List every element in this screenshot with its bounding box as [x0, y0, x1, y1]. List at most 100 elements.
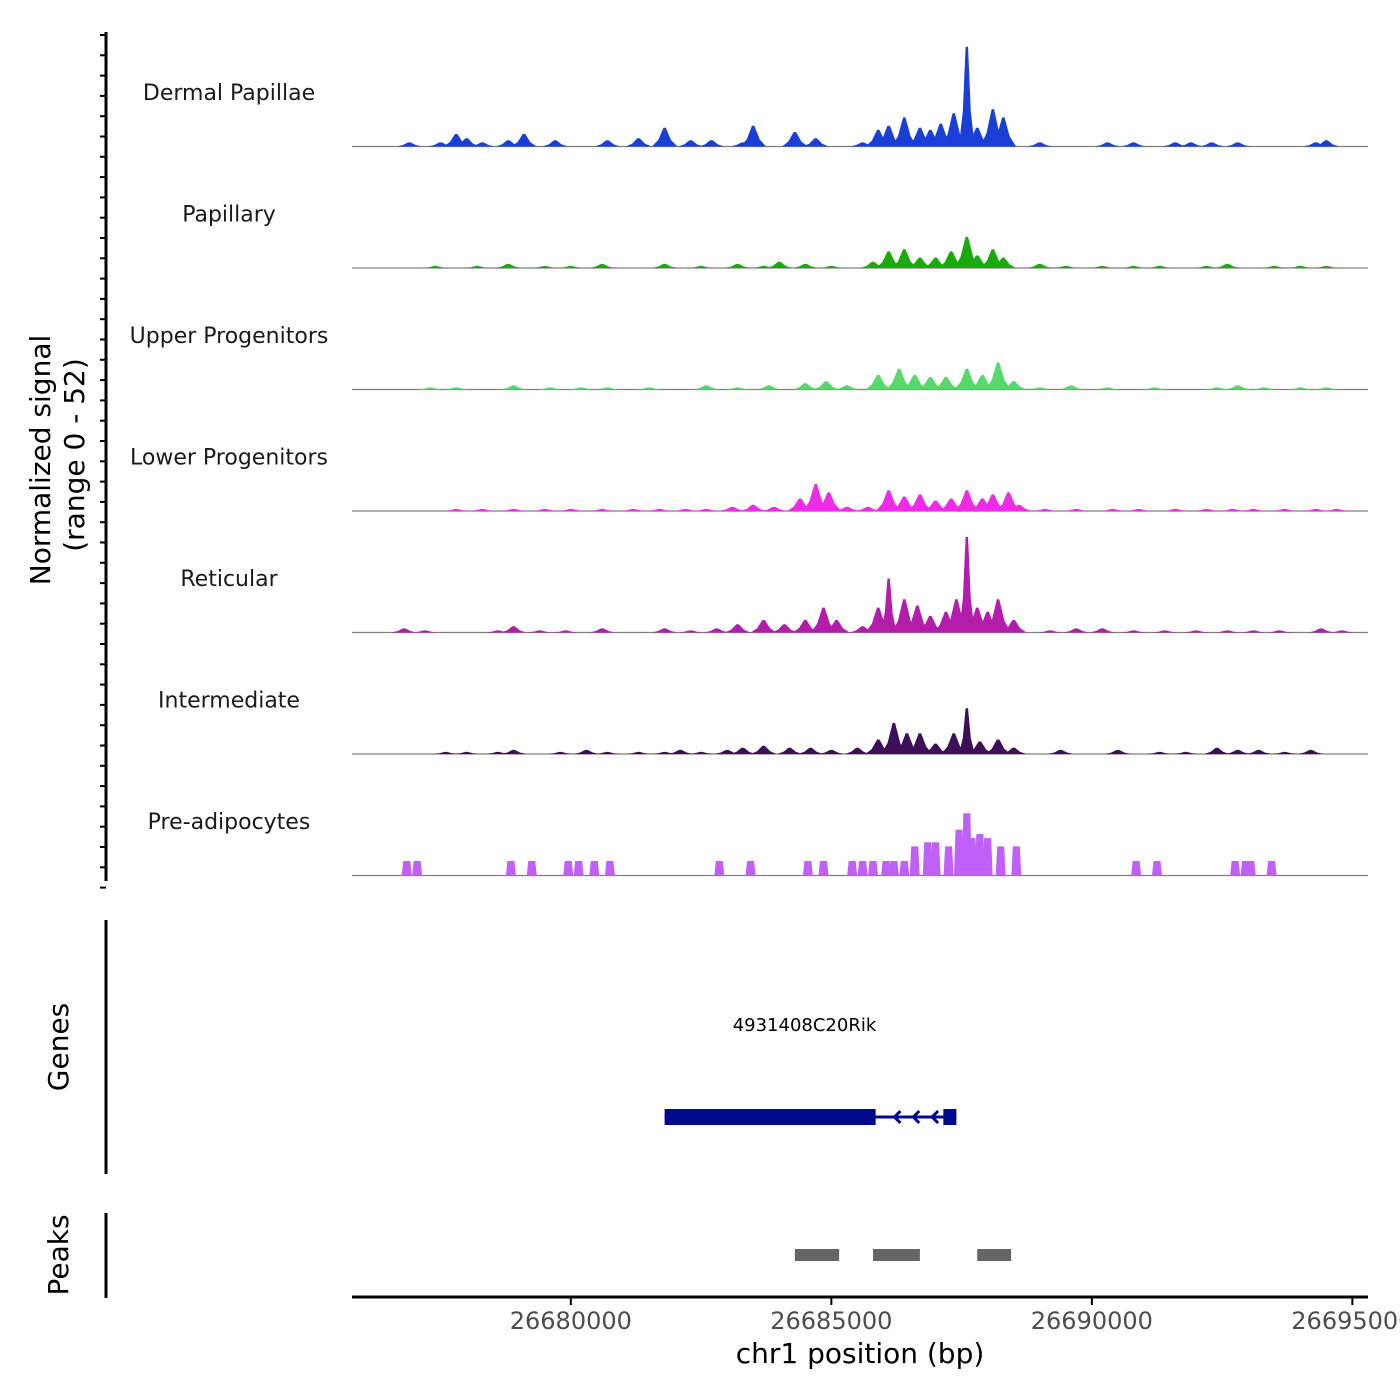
signal-peak — [443, 387, 470, 390]
signal-peak — [792, 620, 819, 633]
signal-peak — [563, 860, 574, 876]
strand-arrow — [929, 1109, 940, 1125]
signal-peak — [1146, 751, 1173, 754]
signal-peak — [1058, 385, 1084, 390]
signal-peak — [953, 829, 964, 876]
signal-peak — [930, 842, 941, 876]
signal-peak — [917, 377, 944, 390]
peak-region — [873, 1249, 920, 1261]
signal-peak — [526, 630, 553, 633]
signal-peak — [495, 263, 522, 268]
signal-peak — [943, 846, 954, 876]
signal-peak — [573, 749, 600, 754]
signal-peak — [750, 620, 777, 633]
signal-peak — [881, 860, 892, 876]
signal-peak — [1125, 508, 1152, 511]
signal-peak — [589, 263, 615, 268]
signal-peak — [1146, 265, 1173, 268]
signal-peak — [1224, 749, 1251, 754]
peak-region — [977, 1249, 1012, 1261]
signal-peak — [740, 125, 766, 147]
signal-peak — [391, 628, 417, 633]
signal-peak — [954, 368, 980, 390]
signal-peak — [818, 860, 829, 876]
signal-peak — [1230, 860, 1241, 876]
signal-peak — [1120, 630, 1147, 633]
signal-peak — [703, 628, 730, 633]
signal-peak — [954, 490, 980, 511]
signal-peak — [967, 838, 978, 876]
signal-peak — [505, 860, 516, 876]
gene-exon — [664, 1109, 876, 1125]
signal-peak — [899, 860, 910, 876]
signal-peak — [1313, 265, 1340, 268]
signal-peak — [868, 860, 879, 876]
peaks-panel — [794, 1249, 1012, 1261]
signal-peak — [995, 846, 1006, 876]
signal-peak — [815, 492, 842, 511]
signal-peak — [594, 751, 621, 754]
signal-peak — [1204, 387, 1230, 390]
x-tick-label: 26680000 — [510, 1307, 632, 1335]
signal-peak — [412, 860, 423, 876]
coverage-tracks: Dermal Papillae Papillary Upper Progenitor… — [130, 46, 1368, 877]
signal-peak — [401, 860, 412, 876]
signal-peak — [880, 578, 897, 633]
signal-peak — [985, 739, 1011, 754]
signal-peak — [625, 138, 652, 147]
signal-peak — [1141, 387, 1168, 390]
signal-peak — [766, 261, 793, 268]
signal-peak — [847, 860, 858, 876]
signal-peak — [1214, 630, 1241, 633]
signal-peak — [1193, 508, 1220, 511]
gene-label: 4931408C20Rik — [733, 1015, 877, 1036]
signal-peak — [875, 251, 902, 268]
signal-peak — [1308, 628, 1334, 633]
signal-peak — [443, 508, 470, 511]
signal-peak — [958, 46, 975, 147]
signal-peak — [810, 607, 837, 633]
peaks-panel-title: Peaks — [42, 1214, 75, 1295]
signal-peak — [844, 747, 871, 754]
signal-peak — [1204, 747, 1230, 754]
signal-peak — [412, 630, 438, 633]
signal-peak — [990, 257, 1017, 268]
signal-peak — [995, 492, 1022, 511]
signal-peak — [1037, 630, 1063, 633]
signal-peak — [917, 615, 944, 633]
signal-peak — [724, 624, 751, 633]
track-label: Pre-adipocytes — [148, 810, 311, 835]
signal-peak — [677, 630, 704, 633]
signal-peak — [1089, 265, 1116, 268]
signal-peak — [1193, 265, 1220, 268]
signal-peak — [1250, 387, 1277, 390]
peak-region — [794, 1249, 840, 1261]
signal-peak — [1162, 508, 1189, 511]
signal-peak — [594, 140, 621, 147]
signal-peak — [1198, 142, 1225, 147]
signal-peak — [469, 142, 496, 147]
signal-peak — [688, 751, 714, 754]
signal-peak — [568, 387, 595, 390]
signal-peak — [1026, 263, 1053, 268]
signal-peak — [651, 263, 678, 268]
signal-peak — [1224, 385, 1251, 390]
signal-peak — [802, 484, 829, 511]
track-label: Papillary — [182, 203, 276, 228]
signal-peak — [1006, 504, 1032, 511]
signal-peak — [1120, 142, 1147, 147]
signal-peak — [834, 385, 860, 390]
track-label: Intermediate — [158, 689, 300, 714]
signal-peak — [958, 536, 975, 633]
signal-peak — [453, 751, 480, 754]
signal-peak — [1099, 508, 1126, 511]
signal-peak — [750, 745, 777, 754]
x-tick-label: 26685000 — [770, 1307, 892, 1335]
signal-peak — [698, 140, 725, 147]
track-6: Pre-adipocytes — [148, 810, 1368, 877]
signal-peak — [818, 749, 845, 754]
signal-peak — [1313, 387, 1340, 390]
signal-peak — [922, 743, 949, 754]
signal-peak — [542, 140, 568, 147]
signal-peak — [558, 265, 584, 268]
